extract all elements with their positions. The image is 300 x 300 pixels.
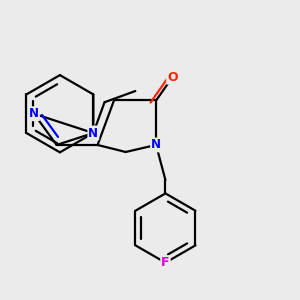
- Text: O: O: [167, 70, 178, 84]
- Text: N: N: [29, 107, 39, 120]
- Text: N: N: [88, 127, 98, 140]
- Text: F: F: [161, 256, 170, 269]
- Text: N: N: [151, 139, 161, 152]
